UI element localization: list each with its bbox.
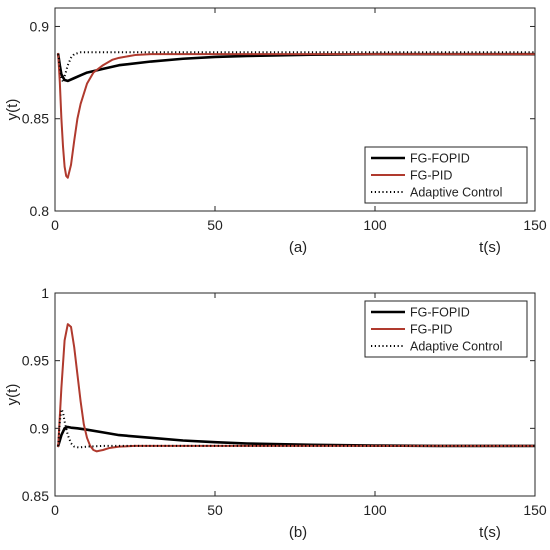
panel-a-ticks: 0 50 100 150 0.8 0.85 0.9 [22, 8, 547, 233]
panel-b-axes-frame [54, 292, 536, 497]
y-tick-label: 0.85 [22, 488, 49, 504]
series-line-fg-pid [57, 323, 535, 453]
y-tick-label: 0.95 [22, 353, 49, 369]
x-tick-label: 50 [207, 502, 223, 518]
series-line-fg-pid [57, 53, 535, 179]
x-tick-label: 100 [363, 217, 387, 233]
x-tick-label: 150 [523, 502, 547, 518]
panel-b: 0 50 100 150 0.85 0.9 0.95 1 y(t) (b) t(s) FG-F… [4, 285, 547, 541]
y-tick-label: 0.8 [30, 203, 50, 219]
x-tick-label: 100 [363, 502, 387, 518]
legend-label: Adaptive Control [410, 340, 502, 354]
legend-label: Adaptive Control [410, 186, 502, 200]
y-tick-label: 1 [41, 285, 49, 301]
panel-b-ylabel: y(t) [4, 384, 21, 406]
panel-b-legend: FG-FOPID FG-PID Adaptive Control [364, 300, 528, 358]
y-tick-label: 0.85 [22, 111, 49, 127]
panel-b-xlabel: t(s) [479, 524, 501, 541]
panel-b-ticks: 0 50 100 150 0.85 0.9 0.95 1 [22, 285, 547, 518]
panel-a-ylabel: y(t) [4, 99, 21, 121]
legend-label: FG-PID [410, 169, 452, 183]
panel-b-plot-area [56, 323, 535, 453]
x-tick-label: 0 [51, 502, 59, 518]
panel-a: 0 50 100 150 0.8 0.85 0.9 y(t) (a) t(s) FG-FOP… [4, 7, 547, 256]
panel-b-caption: (b) [289, 524, 307, 541]
x-tick-label: 0 [51, 217, 59, 233]
panel-a-caption: (a) [289, 239, 307, 256]
legend-label: FG-PID [410, 323, 452, 337]
y-tick-label: 0.9 [30, 18, 50, 34]
y-tick-label: 0.9 [30, 420, 50, 436]
x-tick-label: 150 [523, 217, 547, 233]
panel-a-axes-frame [54, 7, 536, 212]
panel-a-plot-area [56, 51, 535, 179]
x-tick-label: 50 [207, 217, 223, 233]
panel-a-legend: FG-FOPID FG-PID Adaptive Control [364, 146, 528, 204]
panel-a-xlabel: t(s) [479, 239, 501, 256]
legend-label: FG-FOPID [410, 152, 470, 166]
legend-label: FG-FOPID [410, 306, 470, 320]
